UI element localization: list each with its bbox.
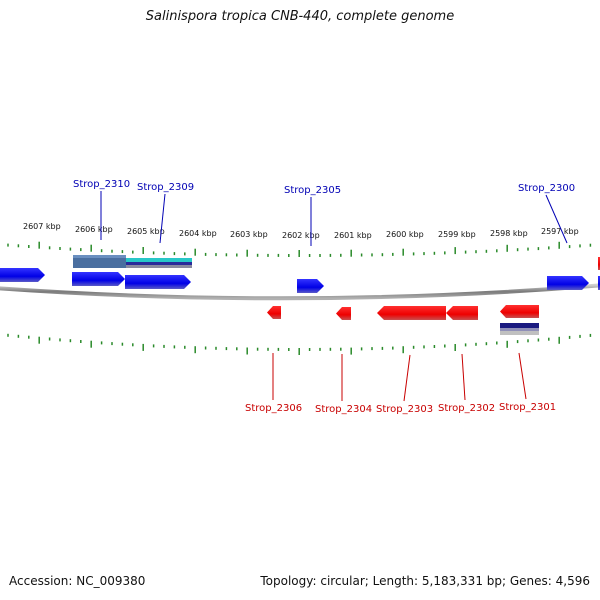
gene-label-strop-2300[interactable]: Strop_2300 [518,183,575,194]
forward-gene-arrow[interactable] [297,279,324,293]
map-title: Salinispora tropica CNB-440, complete ge… [145,9,455,24]
reverse-genes [267,257,600,320]
reverse-gene-arrow[interactable] [598,257,600,270]
kbp-label: 2606 kbp [75,225,113,234]
kbp-label: 2600 kbp [386,230,424,239]
reverse-gene-arrow[interactable] [446,306,478,320]
kbp-label: 2604 kbp [179,229,217,238]
forward-tick-ruler [7,241,592,257]
gene-label-strop-2304[interactable]: Strop_2304 [315,404,372,415]
forward-gene-arrow[interactable] [547,276,589,290]
feature-bar [126,258,192,262]
reverse-gene-arrow[interactable] [336,307,351,320]
forward-gene-arrow[interactable] [72,272,125,286]
gene-label-strop-2303[interactable]: Strop_2303 [376,404,433,415]
feature-bar [126,262,192,265]
genome-backbone [0,283,600,301]
gene-label-strop-2301[interactable]: Strop_2301 [499,402,556,413]
feature-bar [500,323,539,328]
kbp-label: 2599 kbp [438,230,476,239]
feature-bar [73,255,126,268]
forward-genes [0,268,600,293]
accession-text: Accession: NC_009380 [9,574,146,588]
label-leader-line [159,193,166,244]
feature-bar [126,265,192,268]
forward-gene-arrow[interactable] [125,275,191,289]
gene-label-strop-2302[interactable]: Strop_2302 [438,403,495,414]
gene-label-strop-2305[interactable]: Strop_2305 [284,185,341,196]
forward-gene-arrow[interactable] [598,276,600,290]
kbp-label: 2601 kbp [334,231,372,240]
topology-text: Topology: circular; Length: 5,183,331 bp… [260,574,590,588]
label-leader-line [518,352,527,400]
forward-label-leaders [100,191,568,246]
kbp-label: 2605 kbp [127,227,165,236]
reverse-gene-arrow[interactable] [377,306,446,320]
label-leader-line [403,354,411,402]
kbp-label: 2598 kbp [490,229,528,238]
feature-bar [500,331,539,335]
forward-gene-labels: Strop_2310 Strop_2309 Strop_2305 Strop_2… [73,179,575,196]
reverse-gene-arrow[interactable] [500,305,539,318]
feature-bar [73,255,126,258]
kbp-scale: 2607 kbp 2606 kbp 2605 kbp 2604 kbp 2603… [23,222,579,240]
label-leader-line [461,353,466,401]
reverse-tick-ruler [7,333,592,355]
kbp-label: 2607 kbp [23,222,61,231]
kbp-label: 2603 kbp [230,230,268,239]
label-leader-line [545,194,568,244]
feature-bars [73,255,539,335]
forward-gene-arrow[interactable] [0,268,45,282]
gene-label-strop-2306[interactable]: Strop_2306 [245,403,302,414]
kbp-label: 2602 kbp [282,231,320,240]
reverse-gene-labels: Strop_2306 Strop_2304 Strop_2303 Strop_2… [245,402,556,415]
reverse-label-leaders [272,352,527,402]
gene-label-strop-2309[interactable]: Strop_2309 [137,182,194,193]
reverse-gene-arrow[interactable] [267,306,281,319]
kbp-label: 2597 kbp [541,227,579,236]
gene-label-strop-2310[interactable]: Strop_2310 [73,179,130,190]
feature-bar [500,328,539,331]
